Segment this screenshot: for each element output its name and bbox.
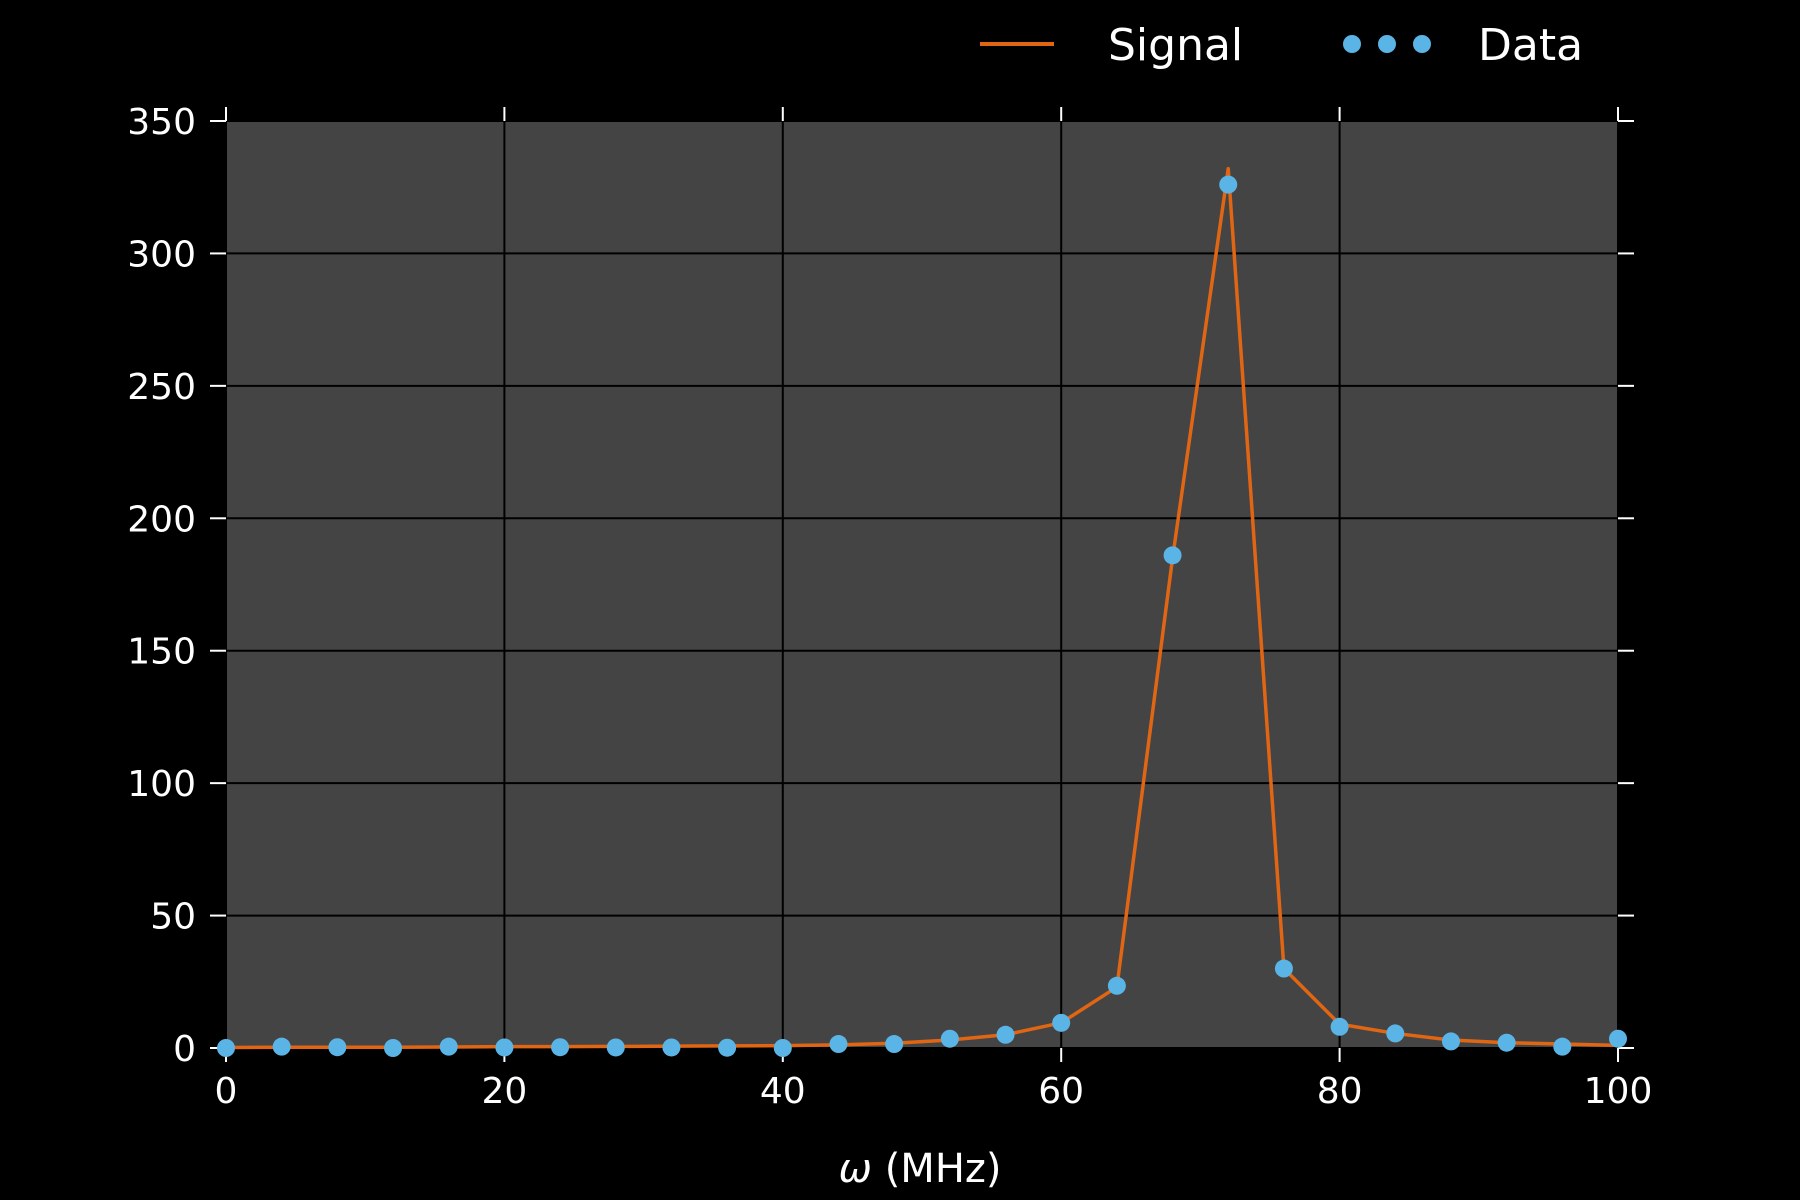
y-tick-label: 100 [127,764,196,805]
y-tick-label: 300 [127,234,196,275]
grid-lines [225,120,1619,1049]
y-tick-label: 150 [127,632,196,673]
data-point [885,1035,904,1054]
data-point [1052,1013,1071,1032]
data-point [1163,546,1182,565]
data-point [606,1038,625,1057]
data-point [384,1039,403,1057]
x-tick-label: 20 [481,1071,527,1112]
x-tick-label: 0 [215,1071,238,1112]
data-point [1609,1029,1627,1048]
data-point [217,1039,235,1057]
data-point [773,1039,792,1057]
legend-signal-label: Signal [1108,20,1243,71]
y-tick-label: 0 [173,1029,196,1070]
x-tick-label: 80 [1317,1071,1363,1112]
data-point [662,1038,681,1057]
data-point [1553,1037,1572,1056]
legend-data-swatch [1413,35,1431,53]
y-tick-label: 350 [127,102,196,143]
data-point [1107,976,1126,995]
x-tick-label: 60 [1038,1071,1084,1112]
legend-data-swatch [1343,35,1361,53]
legend-data-label: Data [1478,20,1583,71]
y-tick-label: 250 [127,367,196,408]
series-layer [217,166,1627,1057]
data-point [439,1037,458,1056]
data-point [1330,1017,1349,1036]
data-point [718,1038,737,1057]
x-axis-label: ω (MHz) [838,1146,1001,1192]
y-tick-label: 50 [150,897,196,938]
y-tick-label: 200 [127,499,196,540]
data-point [551,1038,570,1057]
x-tick-label: 40 [760,1071,806,1112]
x-tick-label: 100 [1584,1071,1653,1112]
data-point [996,1025,1015,1044]
data-point [1386,1024,1405,1043]
legend: Signal Data [980,20,1583,71]
data-point [1441,1032,1460,1051]
data-point [1219,175,1238,194]
data-point [829,1035,848,1054]
data-point [940,1029,959,1048]
legend-data-swatch [1378,35,1396,53]
signal-line [225,166,1619,1050]
plot-area [226,121,1618,1048]
data-point [1274,959,1293,978]
data-point [1497,1033,1516,1052]
data-point [495,1038,514,1057]
data-point [328,1038,347,1057]
data-point [272,1037,291,1056]
